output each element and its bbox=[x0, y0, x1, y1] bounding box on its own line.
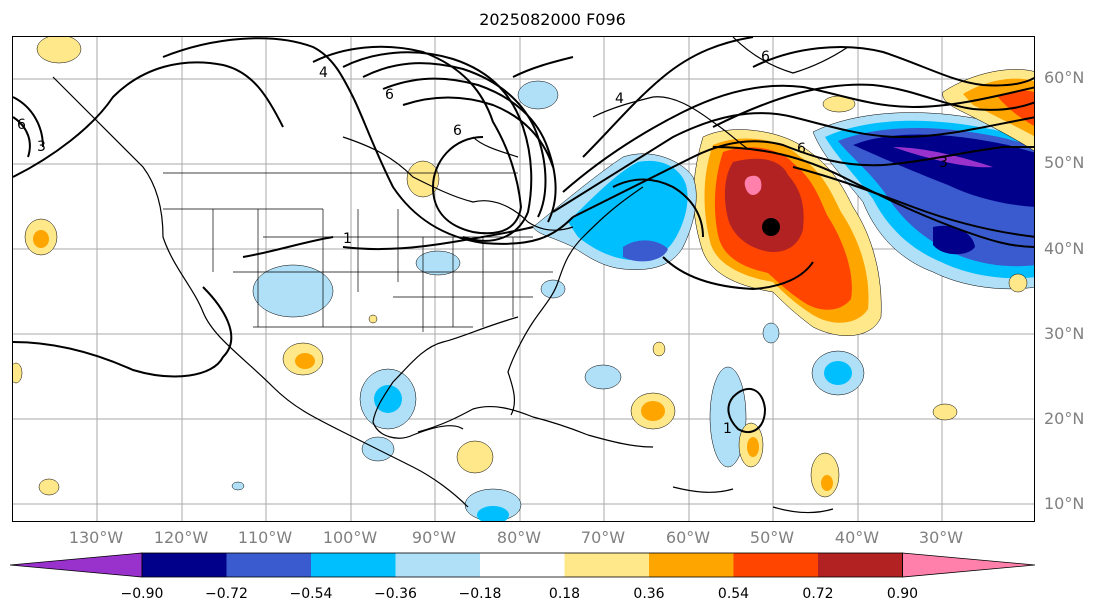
colorbar-bin bbox=[142, 553, 227, 577]
north-america-west-coast bbox=[52, 76, 469, 508]
contour-label: 4 bbox=[319, 65, 328, 81]
lon-label-30w: 30°W bbox=[918, 528, 964, 547]
colorbar-bin bbox=[564, 553, 649, 577]
lon-label-40w: 40°W bbox=[834, 528, 880, 547]
lat-label-20n: 20°N bbox=[1044, 409, 1085, 428]
colorbar-tick: −0.36 bbox=[374, 586, 417, 602]
contour-label: 4 bbox=[615, 91, 624, 107]
storm-center-marker bbox=[762, 218, 780, 236]
lon-label-70w: 70°W bbox=[580, 528, 626, 547]
contour-label: 6 bbox=[453, 123, 462, 139]
contour-lines bbox=[13, 37, 1034, 434]
colorbar-bin bbox=[226, 553, 311, 577]
lon-label-60w: 60°W bbox=[665, 528, 711, 547]
contour-label: 6 bbox=[385, 87, 394, 103]
lat-label-40n: 40°N bbox=[1044, 239, 1085, 258]
colorbar-extend-max bbox=[902, 552, 1036, 578]
colorbar-tick: 0.72 bbox=[802, 586, 834, 602]
contour-label: 6 bbox=[17, 117, 26, 133]
contour-label: 6 bbox=[797, 141, 806, 157]
lat-label-50n: 50°N bbox=[1044, 153, 1085, 172]
contour-label-group: 6 6 6 6 3 4 1 1 4 6 3 bbox=[17, 49, 948, 437]
lon-label-80w: 80°W bbox=[496, 528, 542, 547]
map-title: 2025082000 F096 bbox=[479, 10, 626, 29]
contour-label: 3 bbox=[37, 139, 46, 155]
coastlines bbox=[52, 37, 849, 514]
colorbar-extend-min bbox=[9, 552, 143, 578]
colorbar-tick: −0.90 bbox=[120, 586, 164, 602]
contour-label: 1 bbox=[723, 421, 732, 437]
lat-label-30n: 30°N bbox=[1044, 324, 1085, 343]
colorbar-tick: −0.54 bbox=[289, 586, 333, 602]
colorbar-bin bbox=[649, 553, 734, 577]
anomaly-shading bbox=[13, 37, 1034, 521]
colorbar-bin bbox=[818, 553, 903, 577]
lat-label-10n: 10°N bbox=[1044, 494, 1085, 513]
colorbar-tick: 0.54 bbox=[717, 586, 750, 602]
lon-label-50w: 50°W bbox=[749, 528, 795, 547]
map-panel: 6 6 6 6 3 4 1 1 4 6 3 bbox=[12, 36, 1035, 522]
north-america-east-coast bbox=[507, 186, 644, 416]
colorbar-svg bbox=[9, 552, 1036, 578]
contour-label: 1 bbox=[343, 231, 352, 247]
colorbar-tick: −0.72 bbox=[205, 586, 248, 602]
colorbar-tick: 0.90 bbox=[886, 586, 919, 602]
lon-label-130w: 130°W bbox=[68, 528, 124, 547]
contour-label: 6 bbox=[761, 49, 770, 65]
lon-label-110w: 110°W bbox=[237, 528, 293, 547]
colorbar-bin bbox=[480, 553, 565, 577]
colorbar-bin bbox=[311, 553, 396, 577]
lon-label-90w: 90°W bbox=[411, 528, 457, 547]
contour-label: 3 bbox=[939, 155, 948, 171]
colorbar-tick: 0.18 bbox=[548, 586, 581, 602]
map-canvas: 6 6 6 6 3 4 1 1 4 6 3 bbox=[13, 37, 1034, 521]
colorbar-tick: −0.18 bbox=[458, 586, 502, 602]
lon-label-100w: 100°W bbox=[322, 528, 378, 547]
colorbar-bin bbox=[395, 553, 480, 577]
colorbar-bin bbox=[733, 553, 818, 577]
colorbar bbox=[9, 552, 1036, 578]
lon-label-120w: 120°W bbox=[153, 528, 209, 547]
colorbar-tick: 0.36 bbox=[633, 586, 665, 602]
lat-label-60n: 60°N bbox=[1044, 68, 1085, 87]
